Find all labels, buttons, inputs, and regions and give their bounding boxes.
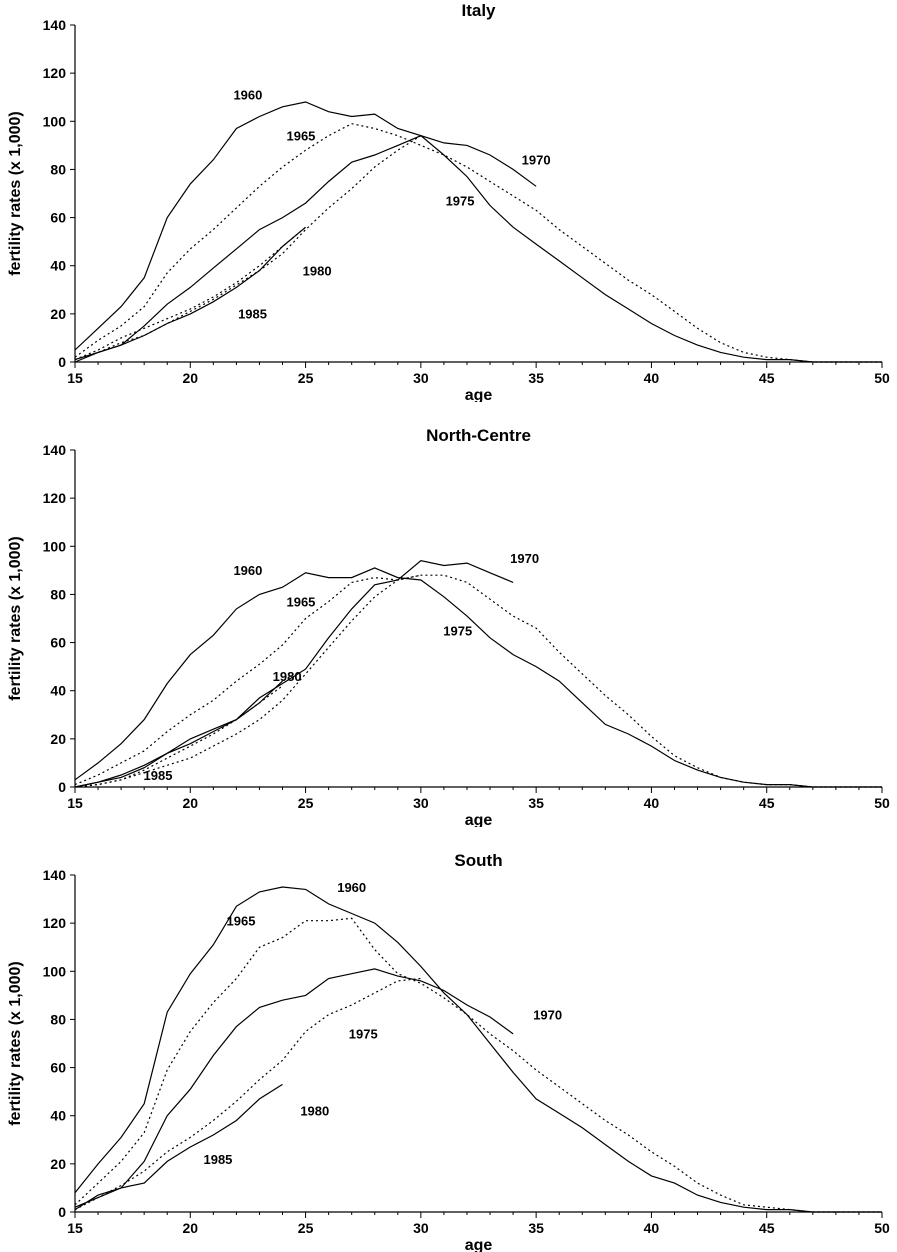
series-line-2	[74, 917, 882, 1213]
x-tick-label: 40	[644, 1220, 660, 1236]
x-tick-label: 20	[182, 795, 198, 811]
x-tick-label: 25	[298, 370, 314, 386]
x-tick-label: 25	[298, 795, 314, 811]
y-tick-label: 100	[43, 113, 67, 129]
series-line-5	[74, 680, 283, 788]
y-tick-label: 80	[50, 161, 66, 177]
y-tick-label: 20	[50, 1156, 66, 1172]
series-line-4	[74, 977, 421, 1211]
y-tick-label: 60	[50, 635, 66, 651]
y-axis-label: fertility rates (x 1,000)	[7, 961, 24, 1126]
series-annotation-1965: 1965	[227, 914, 256, 929]
chart-south: South 0 20 40 60 80 100 120 140 15 20 25 30 35 40 45 50 a…	[7, 851, 890, 1252]
x-tick-label: 30	[413, 1220, 429, 1236]
x-tick-label: 50	[874, 1220, 890, 1236]
y-tick-label: 0	[58, 354, 66, 370]
y-tick-label: 20	[50, 306, 66, 322]
y-tick-label: 60	[50, 210, 66, 226]
series-line-2	[74, 123, 882, 363]
series-annotation-1980: 1980	[273, 669, 302, 684]
series-line-1	[74, 886, 882, 1213]
chart-north-centre: North-Centre 0 20 40 60 80 100 120 140 15 20 25 30 35…	[7, 426, 890, 827]
y-tick-label: 140	[43, 17, 67, 33]
chart-title: North-Centre	[426, 426, 531, 445]
series-annotation-1960: 1960	[233, 88, 262, 103]
x-axis-label: age	[465, 812, 493, 827]
x-axis-label: age	[465, 1237, 493, 1252]
y-tick-label: 120	[43, 65, 67, 81]
series-line-4	[74, 574, 422, 788]
y-tick-label: 0	[58, 1204, 66, 1220]
x-tick-label: 20	[182, 370, 198, 386]
x-tick-label: 30	[413, 795, 429, 811]
x-tick-label: 40	[644, 370, 660, 386]
series-annotation-1985: 1985	[238, 307, 267, 322]
x-tick-label: 50	[874, 370, 890, 386]
y-tick-label: 120	[43, 915, 67, 931]
series-annotation-1985: 1985	[203, 1152, 232, 1167]
series-line-1	[74, 567, 882, 788]
x-tick-label: 20	[182, 1220, 198, 1236]
series-line-5	[74, 226, 306, 361]
chart-title: Italy	[461, 1, 496, 20]
x-tick-label: 35	[528, 1220, 544, 1236]
chart-title: South	[454, 851, 502, 870]
x-tick-label: 40	[644, 795, 660, 811]
series-line-4	[74, 135, 422, 361]
chart-panel-italy: Italy 0 20 40 60 80 100 120 140 15 20 25 30 35 40 45 50 a…	[0, 0, 897, 402]
series-annotation-1985: 1985	[144, 768, 173, 783]
series-line-3	[74, 135, 537, 361]
x-tick-label: 15	[67, 370, 83, 386]
series-line-3	[74, 968, 514, 1208]
x-tick-label: 45	[759, 1220, 775, 1236]
series-annotation-1970: 1970	[533, 1007, 562, 1022]
y-tick-label: 40	[50, 683, 66, 699]
y-axis-label: fertility rates (x 1,000)	[7, 111, 24, 276]
series-annotation-1965: 1965	[286, 129, 315, 144]
series-line-5	[74, 1083, 283, 1211]
y-tick-label: 100	[43, 538, 67, 554]
x-tick-label: 35	[528, 370, 544, 386]
y-tick-label: 80	[50, 586, 66, 602]
x-axis-label: age	[465, 387, 493, 402]
x-tick-label: 35	[528, 795, 544, 811]
series-annotation-1960: 1960	[233, 563, 262, 578]
series-line-1	[74, 101, 882, 363]
y-tick-label: 100	[43, 963, 67, 979]
x-tick-label: 45	[759, 370, 775, 386]
y-tick-label: 60	[50, 1060, 66, 1076]
y-tick-label: 0	[58, 779, 66, 795]
series-annotation-1970: 1970	[510, 551, 539, 566]
series-line-3	[74, 560, 514, 788]
series-line-2	[74, 574, 882, 788]
y-tick-label: 40	[50, 258, 66, 274]
x-tick-label: 30	[413, 370, 429, 386]
x-tick-label: 15	[67, 795, 83, 811]
y-tick-label: 140	[43, 867, 67, 883]
series-line-6	[74, 685, 283, 788]
y-tick-label: 140	[43, 442, 67, 458]
y-tick-label: 40	[50, 1108, 66, 1124]
y-tick-label: 120	[43, 490, 67, 506]
series-annotation-1965: 1965	[286, 594, 315, 609]
chart-panel-south: South 0 20 40 60 80 100 120 140 15 20 25 30 35 40 45 50 a…	[0, 850, 897, 1252]
series-annotation-1970: 1970	[522, 153, 551, 168]
chart-italy: Italy 0 20 40 60 80 100 120 140 15 20 25 30 35 40 45 50 a…	[7, 1, 890, 402]
x-tick-label: 45	[759, 795, 775, 811]
x-tick-label: 50	[874, 795, 890, 811]
series-annotation-1980: 1980	[300, 1104, 329, 1119]
series-annotation-1975: 1975	[349, 1027, 378, 1042]
series-annotation-1975: 1975	[446, 194, 475, 209]
y-tick-label: 20	[50, 731, 66, 747]
x-tick-label: 15	[67, 1220, 83, 1236]
x-tick-label: 25	[298, 1220, 314, 1236]
series-line-6	[74, 226, 306, 363]
series-annotation-1975: 1975	[443, 623, 472, 638]
series-annotation-1980: 1980	[303, 263, 332, 278]
y-axis-label: fertility rates (x 1,000)	[7, 536, 24, 701]
chart-panel-north-centre: North-Centre 0 20 40 60 80 100 120 140 15 20 25 30 35…	[0, 425, 897, 827]
series-annotation-1960: 1960	[337, 880, 366, 895]
y-tick-label: 80	[50, 1011, 66, 1027]
